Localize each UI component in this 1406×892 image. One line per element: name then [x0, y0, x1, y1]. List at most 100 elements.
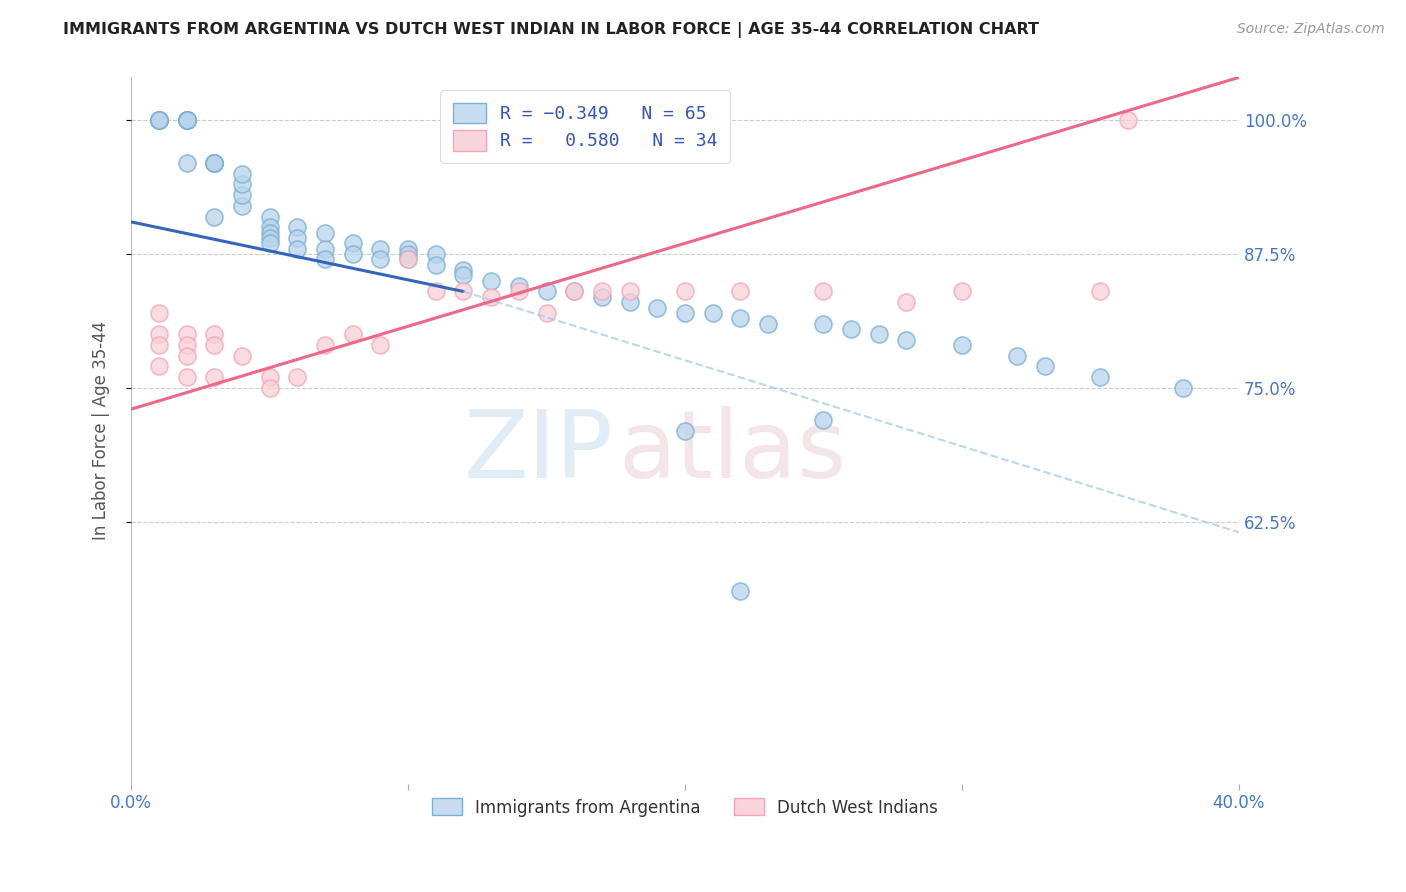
Point [314, 252, 336, 267]
Point [314, 338, 336, 352]
Point [396, 252, 419, 267]
Point [896, 295, 918, 310]
Point [285, 220, 308, 235]
Point [148, 113, 170, 128]
Point [202, 210, 225, 224]
Point [176, 156, 198, 170]
Point [562, 285, 585, 299]
Point [176, 370, 198, 384]
Point [896, 333, 918, 347]
Point [813, 413, 835, 427]
Point [285, 370, 308, 384]
Point [508, 285, 530, 299]
Point [176, 113, 198, 128]
Point [730, 285, 752, 299]
Point [673, 285, 696, 299]
Point [148, 113, 170, 128]
Point [1116, 113, 1139, 128]
Point [453, 263, 475, 277]
Point [756, 317, 779, 331]
Point [730, 584, 752, 599]
Point [148, 327, 170, 342]
Point [202, 156, 225, 170]
Point [645, 301, 668, 315]
Point [673, 424, 696, 438]
Point [259, 381, 281, 395]
Point [619, 285, 641, 299]
Point [314, 226, 336, 240]
Point [231, 178, 253, 192]
Point [702, 306, 724, 320]
Point [591, 285, 613, 299]
Point [425, 258, 447, 272]
Point [202, 156, 225, 170]
Point [259, 231, 281, 245]
Point [259, 236, 281, 251]
Point [425, 247, 447, 261]
Point [342, 327, 364, 342]
Point [176, 338, 198, 352]
Point [202, 327, 225, 342]
Point [231, 188, 253, 202]
Point [231, 167, 253, 181]
Point [202, 156, 225, 170]
Legend: Immigrants from Argentina, Dutch West Indians: Immigrants from Argentina, Dutch West In… [423, 790, 946, 825]
Point [148, 359, 170, 374]
Point [673, 306, 696, 320]
Point [813, 285, 835, 299]
Text: atlas: atlas [619, 406, 846, 498]
Point [425, 285, 447, 299]
Point [370, 252, 392, 267]
Point [231, 349, 253, 363]
Point [730, 311, 752, 326]
Point [1007, 349, 1029, 363]
Point [396, 252, 419, 267]
Point [453, 285, 475, 299]
Point [1090, 285, 1112, 299]
Point [259, 226, 281, 240]
Point [950, 285, 973, 299]
Point [314, 242, 336, 256]
Point [285, 231, 308, 245]
Point [202, 156, 225, 170]
Point [396, 247, 419, 261]
Point [202, 370, 225, 384]
Text: ZIP: ZIP [464, 406, 613, 498]
Point [148, 306, 170, 320]
Point [259, 220, 281, 235]
Point [868, 327, 890, 342]
Point [370, 242, 392, 256]
Point [453, 268, 475, 283]
Point [1173, 381, 1195, 395]
Point [370, 338, 392, 352]
Point [148, 113, 170, 128]
Point [950, 338, 973, 352]
Point [259, 210, 281, 224]
Point [148, 113, 170, 128]
Point [813, 317, 835, 331]
Point [536, 285, 558, 299]
Point [148, 113, 170, 128]
Point [342, 247, 364, 261]
Point [508, 279, 530, 293]
Point [202, 338, 225, 352]
Point [591, 290, 613, 304]
Point [479, 290, 502, 304]
Point [176, 327, 198, 342]
Text: Source: ZipAtlas.com: Source: ZipAtlas.com [1237, 22, 1385, 37]
Point [285, 242, 308, 256]
Point [396, 242, 419, 256]
Point [479, 274, 502, 288]
Point [562, 285, 585, 299]
Point [176, 349, 198, 363]
Point [342, 236, 364, 251]
Point [259, 370, 281, 384]
Point [176, 113, 198, 128]
Point [231, 199, 253, 213]
Point [176, 113, 198, 128]
Text: IMMIGRANTS FROM ARGENTINA VS DUTCH WEST INDIAN IN LABOR FORCE | AGE 35-44 CORREL: IMMIGRANTS FROM ARGENTINA VS DUTCH WEST … [63, 22, 1039, 38]
Point [148, 338, 170, 352]
Point [536, 306, 558, 320]
Y-axis label: In Labor Force | Age 35-44: In Labor Force | Age 35-44 [93, 321, 110, 541]
Point [839, 322, 862, 336]
